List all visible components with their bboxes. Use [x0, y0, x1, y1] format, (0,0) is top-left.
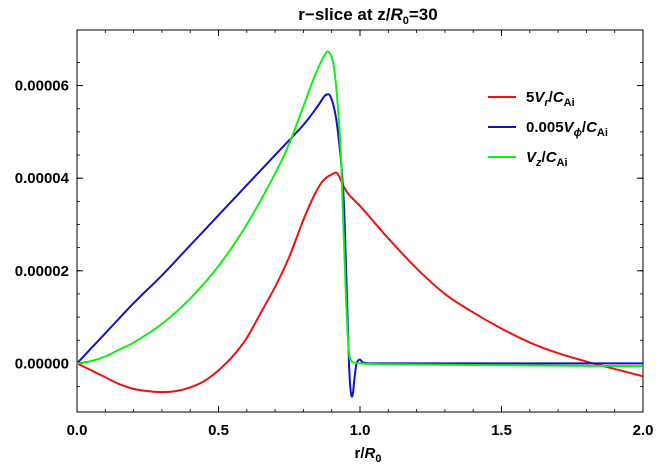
x-axis-label: r/R0 — [355, 445, 382, 465]
y-tick-label: 0.00004 — [15, 170, 70, 187]
x-tick-label: 0.5 — [208, 422, 229, 439]
legend-entry: Vz/CAi — [526, 149, 568, 169]
series-vz-line — [76, 50, 644, 368]
legend-entry: 5Vr/CAi — [526, 89, 575, 109]
x-tick-label: 2.0 — [633, 422, 654, 439]
series-vphi-line — [76, 93, 643, 398]
plot-frame — [76, 29, 644, 413]
x-axis: 0.0 0.5 1.0 1.5 2.0 — [67, 30, 654, 439]
series-5vr-line — [76, 171, 644, 394]
series-layer — [76, 50, 644, 398]
legend-entry: 0.005Vϕ/CAi — [526, 119, 608, 139]
y-tick-label: 0.00002 — [15, 263, 69, 280]
y-tick-label: 0.00000 — [15, 355, 69, 372]
x-tick-label: 1.0 — [350, 422, 371, 439]
y-axis: 0.00000 0.00002 0.00004 0.00006 — [15, 62, 643, 387]
x-tick-label: 0.0 — [67, 422, 88, 439]
x-tick-label: 1.5 — [491, 422, 512, 439]
y-tick-label: 0.00006 — [15, 78, 69, 95]
chart-title: r−slice at z/R0=30 — [298, 5, 437, 27]
legend: 5Vr/CAi 0.005Vϕ/CAi Vz/CAi — [488, 89, 608, 169]
